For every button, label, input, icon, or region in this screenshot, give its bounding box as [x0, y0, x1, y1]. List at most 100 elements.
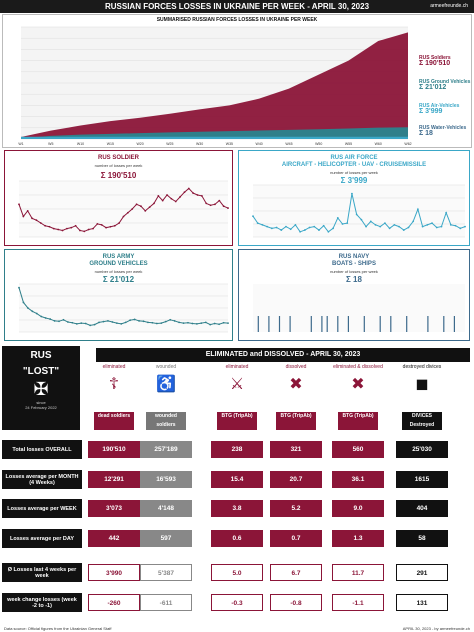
data-point [222, 205, 225, 208]
value-cell: 238 [211, 441, 263, 458]
soldier-chart [18, 180, 229, 238]
ground-panel: RUS ARMY GROUND VEHICLES number of losses… [4, 249, 233, 341]
data-point [183, 191, 186, 194]
data-point [53, 320, 56, 322]
value-cell: 131 [396, 594, 448, 611]
data-point [105, 226, 107, 229]
data-point [140, 205, 142, 208]
value-cell: 5.2 [270, 500, 322, 517]
data-point [454, 224, 457, 227]
data-point [187, 321, 189, 324]
data-point [74, 224, 77, 227]
row-label: Losses average per DAY [2, 529, 82, 548]
data-point [26, 307, 29, 309]
summary-x-tick: W62 [404, 142, 411, 146]
data-point [402, 229, 405, 231]
data-point [346, 222, 349, 225]
value-cell: -1.1 [332, 594, 384, 611]
data-point [313, 225, 316, 228]
data-point [280, 229, 283, 231]
data-point [164, 320, 167, 323]
column-symbol-icon: ☦ [108, 376, 120, 393]
row-label: Total losses OVERALL [2, 440, 82, 459]
navy-sub: number of losses per week [330, 269, 378, 274]
summary-x-tick: W45 [285, 142, 292, 146]
data-point [160, 322, 163, 325]
value-cell: -0.8 [270, 594, 322, 611]
value-cell: 257'189 [140, 441, 192, 458]
summary-x-tick: W5 [48, 142, 53, 146]
column-symbol-icon: ✖ [351, 376, 365, 393]
site-label: armeefreunde.ch [430, 3, 468, 9]
data-point [111, 321, 114, 323]
data-point [26, 209, 29, 212]
value-cell: 58 [396, 530, 448, 547]
data-point [332, 227, 334, 230]
column-symbol-icon: ◼ [415, 376, 429, 393]
summary-area-air [21, 136, 408, 139]
data-point [151, 321, 154, 324]
column-tag-5: DIVICES Destroyed [402, 412, 442, 430]
data-point [179, 195, 182, 198]
data-point [124, 321, 127, 324]
air-sum: Σ 3'999 [340, 176, 368, 185]
air-sub: number of losses per week [330, 170, 378, 175]
summary-x-tick: W20 [136, 142, 143, 146]
data-point [393, 223, 396, 226]
data-point [214, 203, 216, 206]
column-head-1: wounded [155, 364, 177, 370]
data-point [222, 321, 225, 324]
data-point [166, 194, 168, 196]
eagle-emblem-icon: ✠ [33, 379, 49, 399]
air-panel: RUS AIR FORCE AIRCRAFT - HELICOPTER - UAV… [238, 150, 470, 246]
value-cell: 25'030 [396, 441, 448, 458]
column-symbol-icon: ✖ [289, 376, 303, 393]
value-cell: 442 [88, 530, 140, 547]
data-point [178, 321, 180, 324]
data-point [213, 322, 216, 325]
air-title: RUS AIR FORCE [330, 155, 378, 161]
data-point [120, 322, 123, 325]
page-header: RUSSIAN FORCES LOSSES IN UKRAINE PER WEE… [0, 0, 474, 13]
column-head-2: eliminated [225, 364, 249, 370]
data-point [31, 217, 33, 220]
data-point [266, 225, 269, 228]
data-point [294, 223, 297, 226]
summary-x-tick: W35 [226, 142, 233, 146]
data-point [191, 322, 194, 325]
data-point [360, 218, 363, 221]
column-head-4: eliminated & dissolved [333, 364, 383, 370]
data-point [31, 310, 34, 313]
data-point [93, 323, 96, 326]
data-point [100, 223, 103, 226]
data-point [58, 320, 60, 323]
data-point [107, 320, 109, 322]
legend-ground-sum: Σ 21'012 [419, 84, 447, 91]
data-point [87, 228, 90, 231]
data-point [71, 321, 74, 324]
data-point [421, 225, 424, 228]
column-head-0: eliminated [102, 364, 126, 370]
data-point [299, 230, 302, 233]
rus-title1: RUS [30, 350, 52, 361]
data-point [39, 222, 42, 224]
value-cell: 3.8 [211, 500, 263, 517]
legend-soldiers-sum: Σ 190'510 [419, 60, 451, 67]
legend-water: RUS Water-Vehicles Σ 18 [419, 125, 466, 137]
data-point [109, 225, 112, 228]
data-point [79, 229, 81, 232]
data-point [18, 203, 20, 206]
data-point [285, 225, 287, 228]
data-point [102, 320, 105, 323]
data-point [173, 320, 176, 322]
column-symbol-icon: ♿ [156, 376, 176, 393]
data-point [459, 227, 462, 230]
page-title: RUSSIAN FORCES LOSSES IN UKRAINE PER WEE… [104, 2, 370, 11]
soldier-sub: number of losses per week [94, 163, 143, 168]
data-point [40, 315, 43, 318]
ground-chart [18, 283, 229, 333]
summary-area-1 [21, 127, 408, 139]
data-point [22, 215, 25, 218]
legend-ground: RUS Ground Vehicles Σ 21'012 [419, 79, 470, 91]
data-point [261, 223, 264, 226]
